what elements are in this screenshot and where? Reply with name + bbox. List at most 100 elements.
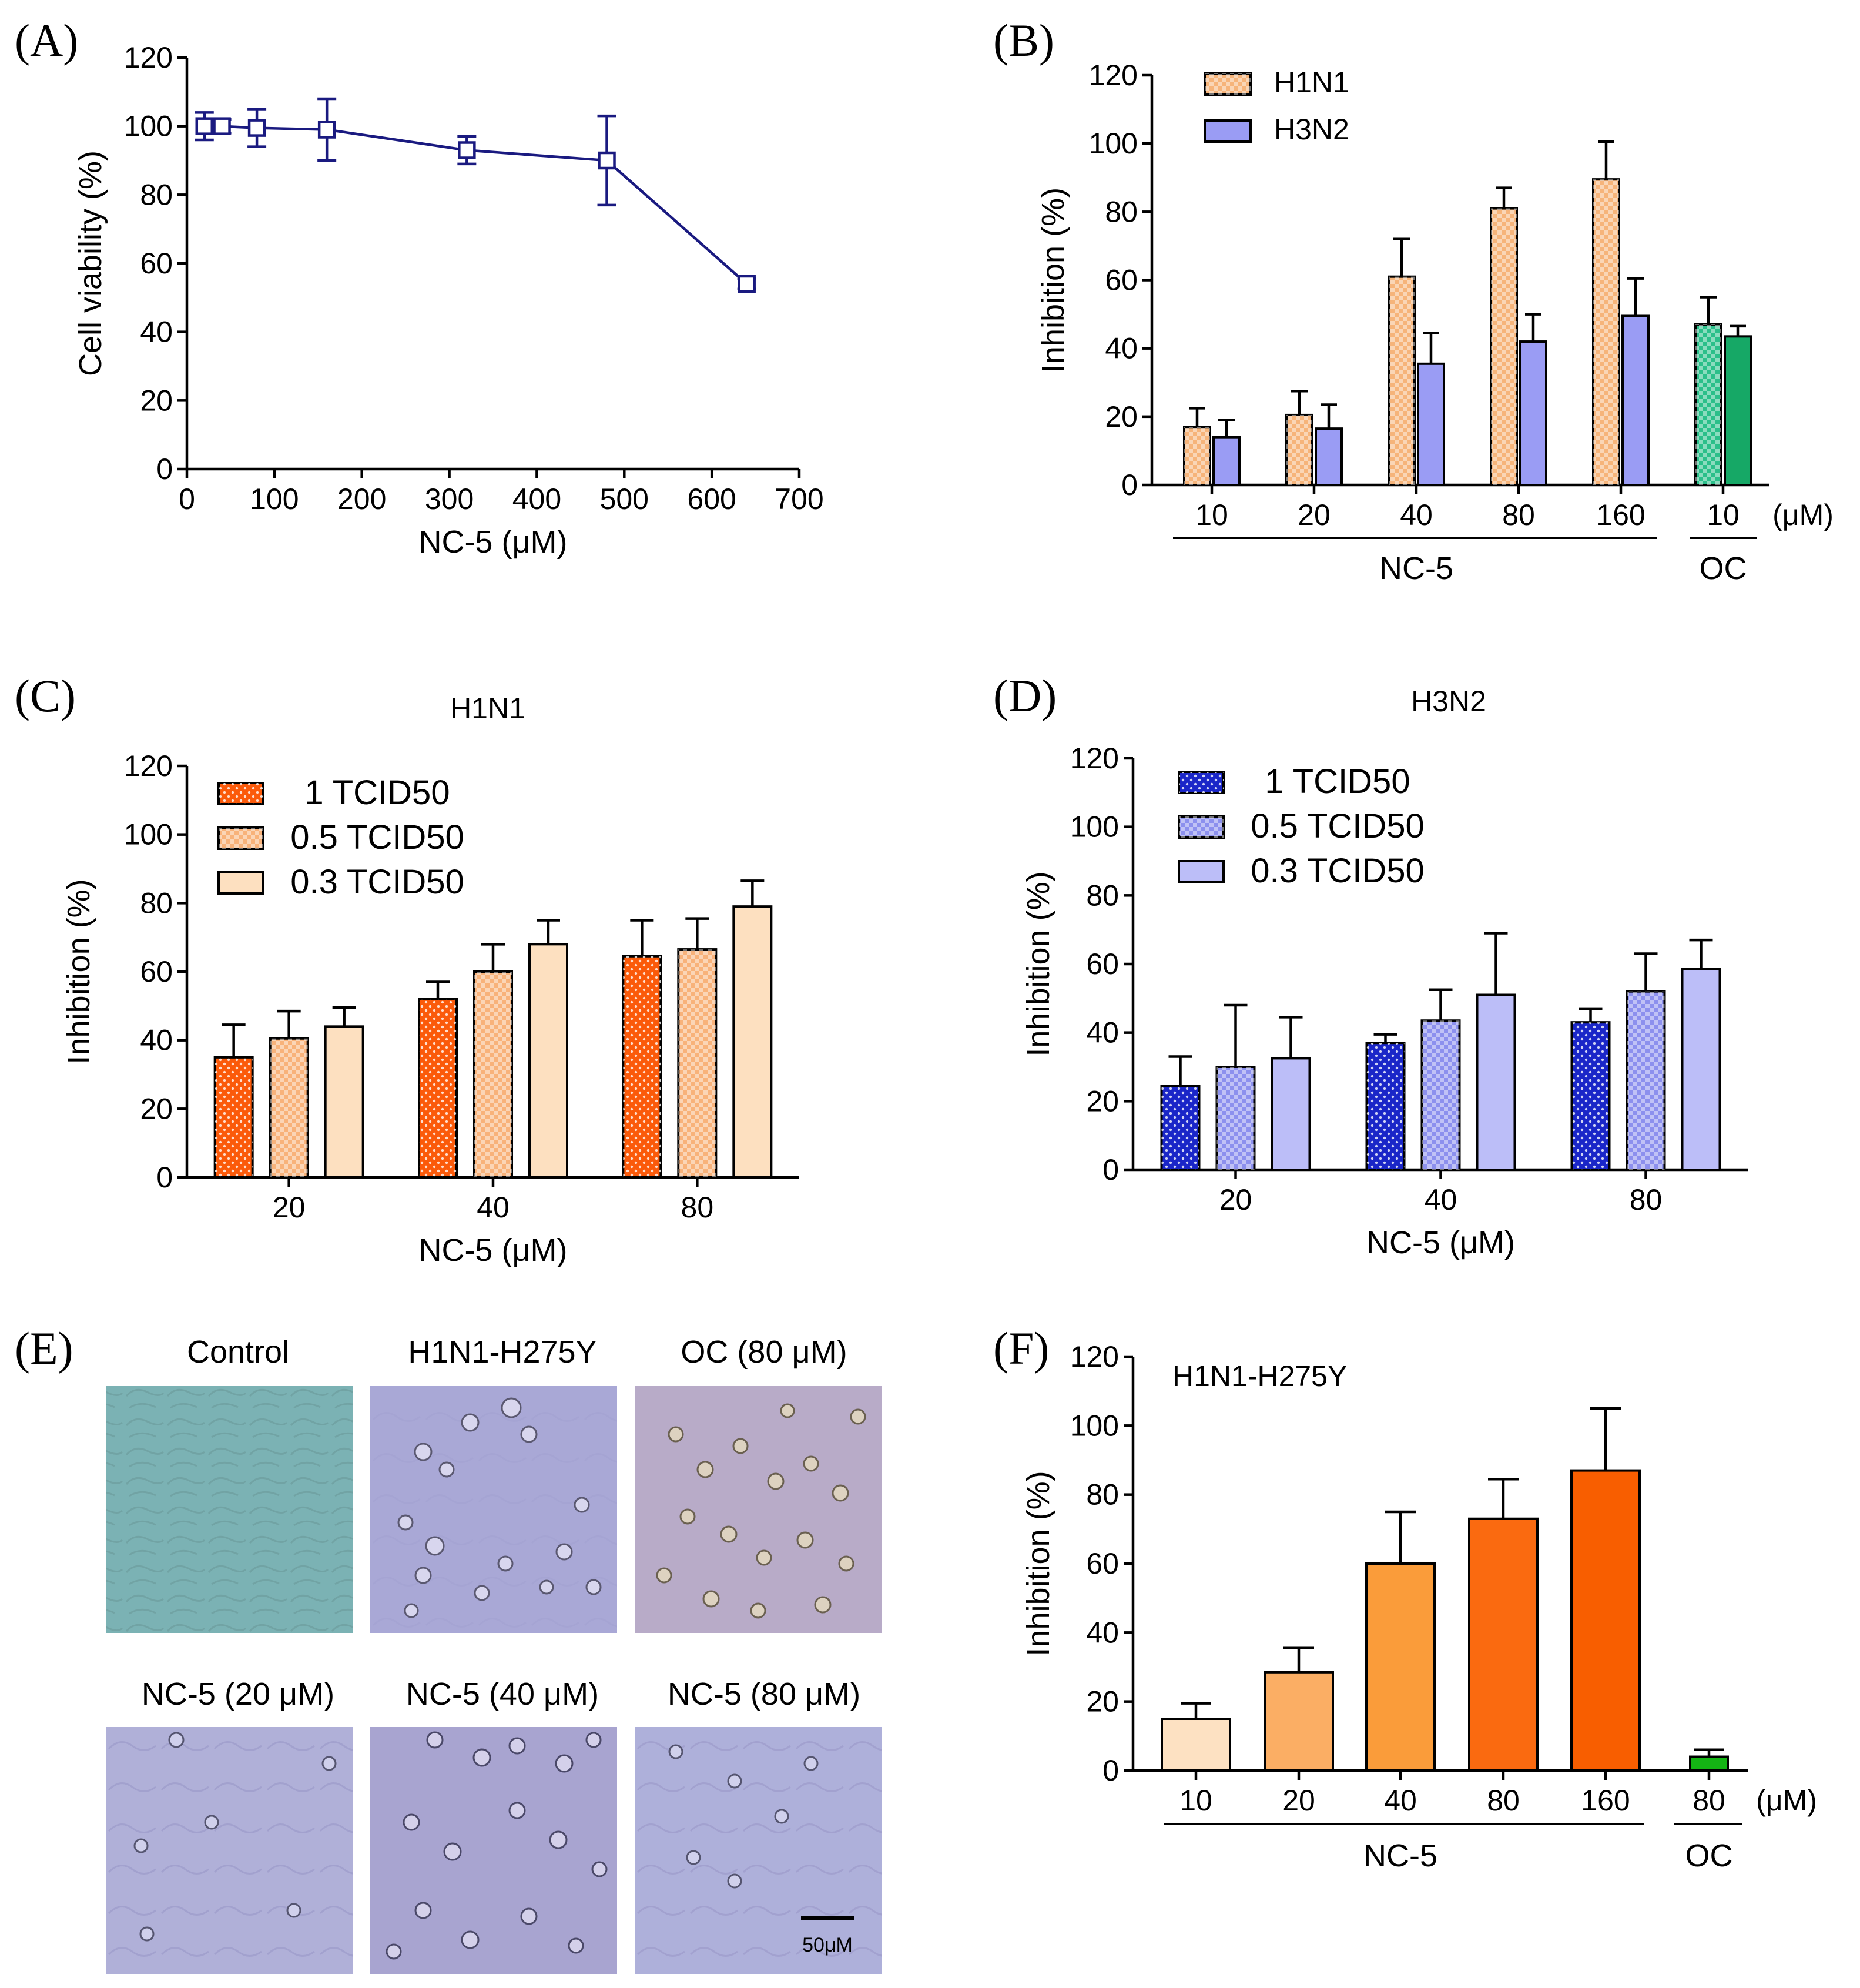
group-label-oc: OC — [1700, 551, 1747, 586]
bar — [732, 905, 773, 1179]
y-tick-label: 40 — [1086, 1016, 1119, 1049]
bar-pattern — [623, 956, 661, 1177]
x-tick-label: 20 — [273, 1191, 306, 1224]
y-tick-label: 20 — [1086, 1085, 1119, 1117]
bar-pattern — [1184, 427, 1210, 485]
y-tick-label: 120 — [124, 749, 173, 782]
micrograph-nc5-40 — [370, 1727, 617, 1974]
legend-label: 1 TCID50 — [1265, 762, 1410, 801]
panel-label-b: (B) — [993, 15, 1054, 66]
bar-pattern — [215, 1057, 253, 1177]
bar — [528, 943, 568, 1179]
panel-e-micrographs: Control H1N1-H275Y OC (80 μM) NC-5 (20 μ… — [106, 1334, 882, 1974]
x-axis-title: NC-5 (μM) — [418, 524, 567, 560]
image-label-control: Control — [187, 1334, 289, 1370]
legend-label: H3N2 — [1274, 113, 1349, 146]
bar-pattern — [1161, 1086, 1199, 1170]
legend-swatch-pattern — [1205, 73, 1251, 95]
image-label-nc5-40: NC-5 (40 μM) — [406, 1676, 599, 1712]
y-axis-title: Cell viability (%) — [73, 150, 108, 376]
micrograph-h1n1-h275y — [370, 1386, 617, 1633]
legend-label: 0.3 TCID50 — [1251, 852, 1425, 890]
group-label-nc5: NC-5 — [1379, 551, 1453, 586]
y-tick-label: 60 — [1086, 1547, 1119, 1580]
bar-pattern — [1389, 276, 1415, 485]
y-tick-label: 20 — [140, 1092, 173, 1125]
y-tick-label: 80 — [1105, 195, 1138, 228]
x-tick-label: 160 — [1581, 1784, 1630, 1817]
x-tick-label: 20 — [1219, 1183, 1252, 1216]
y-tick-label: 80 — [140, 886, 173, 919]
data-point — [247, 119, 266, 137]
x-tick-label: 80 — [1693, 1784, 1725, 1817]
x-tick-label: 0 — [179, 483, 195, 516]
bar-pattern — [474, 972, 512, 1177]
y-tick-label: 40 — [1105, 332, 1138, 365]
micrograph-control — [106, 1386, 353, 1633]
x-tick-label: 80 — [1630, 1183, 1663, 1216]
bar — [1621, 314, 1650, 486]
x-tick-label: 20 — [1298, 498, 1331, 531]
x-axis-title: NC-5 (μM) — [1366, 1225, 1515, 1260]
x-tick-label: 10 — [1179, 1784, 1212, 1817]
micrograph-nc5-20 — [106, 1727, 353, 1974]
scale-bar-label: 50μM — [802, 1934, 853, 1956]
chart-title: H3N2 — [1411, 685, 1486, 718]
x-tick-label: 700 — [775, 483, 823, 516]
bar — [1212, 436, 1241, 487]
data-point — [738, 275, 756, 293]
micrograph-nc5-80: 50μM — [635, 1727, 882, 1974]
image-label-h1n1-h275y: H1N1-H275Y — [408, 1334, 596, 1370]
y-tick-label: 40 — [140, 1024, 173, 1057]
y-axis-title: Inhibition (%) — [61, 879, 96, 1064]
y-tick-label: 0 — [156, 453, 173, 486]
x-tick-label: 600 — [687, 483, 736, 516]
y-tick-label: 60 — [1105, 264, 1138, 297]
y-tick-label: 20 — [140, 384, 173, 417]
bar — [1570, 1469, 1641, 1772]
legend-label: 0.3 TCID50 — [290, 863, 464, 901]
bar — [1724, 335, 1752, 487]
y-tick-label: 80 — [1086, 1478, 1119, 1511]
chart-c-h1n1-tcid50: 0 20 40 60 80 100 120 Inhibition (%) H1N1 20 40 80 N… — [61, 692, 799, 1268]
bar — [1519, 340, 1547, 486]
x-tick-label: 10 — [1707, 498, 1740, 531]
legend-swatch-pattern — [219, 828, 263, 849]
y-tick-label: 0 — [1102, 1754, 1119, 1787]
x-tick-label: 40 — [1425, 1183, 1457, 1216]
y-tick-label: 120 — [1070, 1340, 1119, 1373]
image-label-nc5-80: NC-5 (80 μM) — [668, 1676, 860, 1712]
chart-title: H1N1-H275Y — [1172, 1360, 1347, 1393]
y-tick-label: 100 — [1070, 811, 1119, 844]
bar — [1417, 362, 1445, 486]
image-label-nc5-20: NC-5 (20 μM) — [142, 1676, 334, 1712]
micrograph-oc-80 — [635, 1386, 882, 1633]
panel-label-c: (C) — [15, 670, 76, 721]
chart-title: H1N1 — [450, 692, 525, 725]
x-tick-label: 10 — [1195, 498, 1228, 531]
x-axis-title: NC-5 (μM) — [418, 1233, 567, 1268]
x-tick-label: 20 — [1282, 1784, 1315, 1817]
x-tick-label: 160 — [1596, 498, 1645, 531]
y-axis-title: Inhibition (%) — [1021, 871, 1056, 1056]
legend-swatch — [1178, 860, 1225, 883]
legend-swatch — [1204, 119, 1252, 143]
image-label-oc-80: OC (80 μM) — [681, 1334, 847, 1370]
y-tick-label: 0 — [1102, 1153, 1119, 1186]
bar-pattern — [678, 949, 716, 1177]
panel-label-a: (A) — [15, 15, 78, 66]
x-tick-label: 40 — [1400, 498, 1433, 531]
x-tick-label: 500 — [600, 483, 649, 516]
y-tick-label: 120 — [1089, 59, 1138, 92]
data-point — [317, 121, 336, 139]
group-label-oc: OC — [1685, 1838, 1733, 1873]
panel-label-d: (D) — [993, 670, 1057, 721]
y-tick-label: 20 — [1086, 1685, 1119, 1718]
panel-label-f: (F) — [993, 1323, 1049, 1374]
y-tick-label: 100 — [124, 818, 173, 851]
bar-pattern — [1366, 1043, 1405, 1170]
y-axis-title: Inhibition (%) — [1021, 1471, 1056, 1656]
bar-pattern — [1627, 991, 1665, 1170]
panel-label-e: (E) — [15, 1323, 73, 1374]
x-tick-label: 400 — [512, 483, 561, 516]
